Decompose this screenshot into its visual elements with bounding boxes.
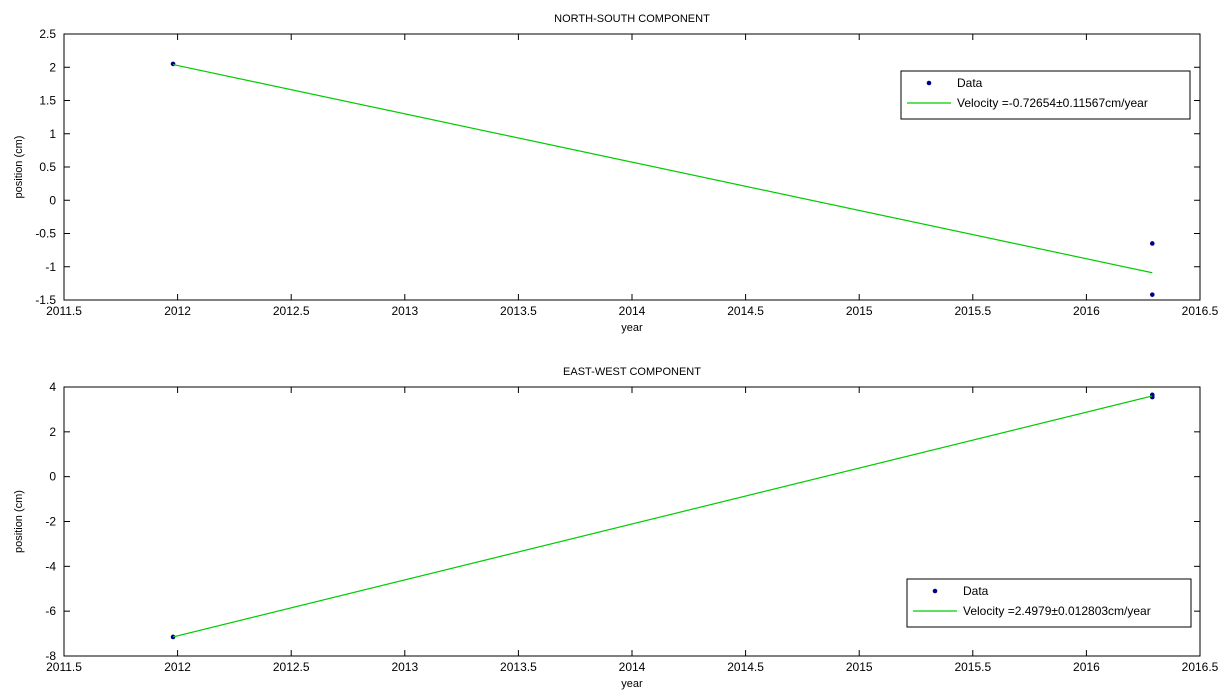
chart-2: EAST-WEST COMPONENT 2011.5 2012 2012.5 2013 2…	[13, 366, 1219, 690]
legend: Data Velocity =-0.72654±0.11567cm/year	[900, 70, 1191, 120]
legend-point-swatch	[926, 80, 932, 86]
y-tick-label: -8	[45, 649, 56, 663]
x-tick-label: 2012	[164, 304, 191, 318]
y-axis-label: position (cm)	[13, 136, 25, 199]
y-tick-label: -1	[45, 260, 56, 274]
x-axis-label: year	[621, 678, 643, 690]
x-tick-label: 2015	[846, 660, 873, 674]
x-tick-label: 2014	[619, 660, 646, 674]
y-tick-label: 1.5	[39, 94, 56, 108]
y-tick-label: -1.5	[35, 293, 56, 307]
y-axis-label: position (cm)	[13, 490, 25, 553]
chart-title: NORTH-SOUTH COMPONENT	[554, 13, 710, 25]
x-tick-label: 2013	[391, 304, 418, 318]
x-tick-label: 2011.5	[46, 660, 82, 674]
legend: Data Velocity =2.4979±0.012803cm/year	[906, 578, 1192, 628]
x-tick-label: 2012	[164, 660, 191, 674]
data-point	[1149, 241, 1155, 246]
legend-point-swatch	[932, 588, 938, 594]
y-tick-label: -4	[45, 559, 56, 573]
y-tick-label: 2	[49, 425, 56, 439]
y-tick-label: 0.5	[39, 160, 56, 174]
x-tick-label: 2016	[1073, 660, 1100, 674]
x-tick-label: 2016	[1073, 304, 1100, 318]
x-tick-label: 2016.5	[1182, 660, 1219, 674]
y-tick-label: 1	[49, 127, 56, 141]
x-tick-label: 2014.5	[727, 304, 764, 318]
x-tick-label: 2013	[391, 660, 418, 674]
legend-label: Velocity =-0.72654±0.11567cm/year	[957, 96, 1148, 110]
y-tick-label: 4	[49, 380, 56, 394]
y-tick-label: 0	[49, 470, 56, 484]
legend-label: Data	[957, 76, 983, 90]
legend-label: Data	[963, 584, 989, 598]
legend-box	[906, 578, 1192, 628]
data-point	[1149, 292, 1155, 297]
y-tick-label: -2	[45, 515, 56, 529]
chart-title: EAST-WEST COMPONENT	[563, 366, 701, 378]
x-tick-label: 2015.5	[954, 304, 991, 318]
x-axis-label: year	[621, 322, 643, 334]
y-tick-label: -6	[45, 604, 56, 618]
x-tick-label: 2012.5	[273, 660, 310, 674]
y-tick-label: 2.5	[39, 27, 56, 41]
x-tick-label: 2016.5	[1182, 304, 1219, 318]
fit-line	[172, 395, 1153, 638]
x-tick-label: 2014	[619, 304, 646, 318]
x-tick-label: 2013.5	[500, 660, 537, 674]
x-tick-label: 2015.5	[954, 660, 991, 674]
y-tick-label: 2	[49, 60, 56, 74]
legend-box	[900, 70, 1191, 120]
y-tick-label: -0.5	[35, 227, 56, 241]
x-tick-label: 2013.5	[500, 304, 537, 318]
fit-line	[172, 64, 1153, 274]
legend-label: Velocity =2.4979±0.012803cm/year	[963, 604, 1151, 618]
x-tick-label: 2014.5	[727, 660, 764, 674]
x-tick-label: 2011.5	[46, 304, 82, 318]
x-tick-label: 2015	[846, 304, 873, 318]
y-tick-label: 0	[49, 193, 56, 207]
x-tick-label: 2012.5	[273, 304, 310, 318]
